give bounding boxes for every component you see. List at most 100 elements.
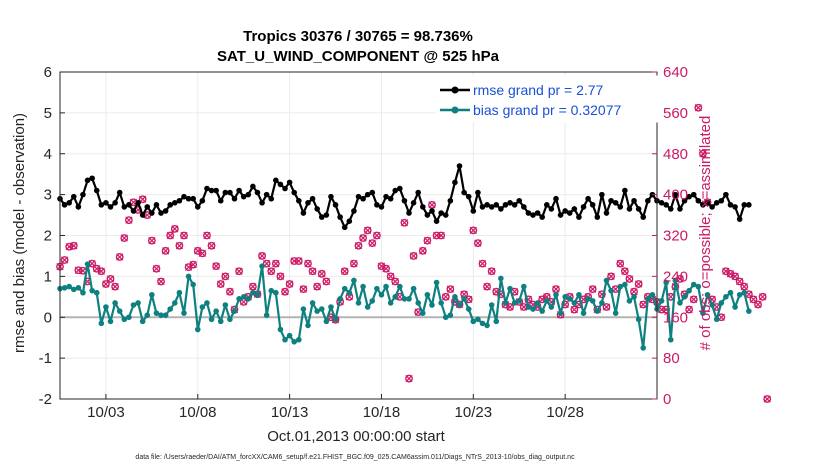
rmse-point bbox=[507, 200, 513, 206]
bias-point bbox=[199, 304, 206, 310]
obs-count-marker bbox=[157, 277, 165, 286]
rmse-point bbox=[511, 202, 518, 208]
rmse-point bbox=[736, 216, 743, 222]
obs-count-marker bbox=[281, 287, 289, 296]
rmse-point bbox=[576, 214, 582, 220]
legend-bias-marker bbox=[451, 106, 459, 114]
y-tick-label: 1 bbox=[44, 268, 52, 285]
legend-box bbox=[435, 75, 659, 123]
bias-point bbox=[185, 273, 192, 280]
obs-count-marker bbox=[758, 292, 767, 301]
rmse-point bbox=[534, 210, 541, 216]
bias-point bbox=[475, 316, 481, 323]
bias-point bbox=[291, 338, 298, 345]
rmse-point bbox=[222, 189, 229, 196]
obs-count-marker bbox=[299, 285, 308, 294]
obs-count-marker bbox=[69, 241, 78, 250]
obs-count-marker bbox=[189, 260, 198, 269]
bias-point bbox=[374, 285, 380, 292]
rmse-point bbox=[741, 202, 748, 208]
obs-count-marker bbox=[625, 275, 634, 283]
bias-point bbox=[479, 320, 486, 327]
bias-point bbox=[66, 283, 72, 290]
bias-point bbox=[121, 316, 128, 323]
obs-count-marker bbox=[294, 257, 303, 265]
rmse-point bbox=[429, 208, 435, 214]
y-axis-ticks: -2 -1 0 1 2 3 4 5 6 bbox=[39, 64, 65, 408]
bias-point bbox=[521, 283, 527, 290]
rmse-point bbox=[360, 195, 366, 202]
bias-point bbox=[332, 316, 339, 323]
rmse-point bbox=[447, 197, 454, 204]
rmse-point bbox=[626, 206, 633, 212]
rmse-point bbox=[438, 210, 444, 216]
rmse-point bbox=[690, 191, 697, 198]
obs-count-marker bbox=[180, 231, 188, 240]
x-tick-label: 10/23 bbox=[455, 404, 493, 421]
bias-point bbox=[139, 318, 146, 325]
bias-point bbox=[727, 289, 734, 296]
rmse-point bbox=[314, 206, 320, 212]
obs-count-marker bbox=[418, 246, 427, 255]
obs-count-marker bbox=[740, 282, 749, 291]
rmse-point bbox=[543, 202, 550, 208]
obs-count-marker bbox=[313, 282, 322, 291]
y-axis-right-ticks: 0 80 160 240 320 400 480 560 640 bbox=[652, 64, 688, 408]
obs-count-marker bbox=[441, 292, 450, 301]
bias-point bbox=[190, 281, 196, 288]
rmse-point bbox=[378, 204, 385, 210]
rmse-point bbox=[493, 202, 500, 208]
rmse-point bbox=[608, 197, 614, 204]
rmse-point bbox=[309, 195, 316, 202]
bias-point bbox=[461, 296, 467, 302]
bias-point bbox=[130, 302, 137, 308]
bias-point bbox=[713, 316, 720, 323]
bias-point bbox=[144, 312, 151, 319]
obs-count-marker bbox=[639, 300, 648, 309]
rmse-point bbox=[162, 208, 169, 214]
bias-point bbox=[667, 336, 674, 343]
bias-point bbox=[103, 304, 109, 310]
rmse-point bbox=[167, 202, 174, 208]
rmse-point bbox=[516, 197, 523, 204]
bias-point bbox=[392, 294, 399, 300]
obs-count-marker bbox=[166, 231, 175, 240]
rmse-point bbox=[355, 193, 362, 200]
obs-count-marker bbox=[689, 295, 698, 304]
x-tick-label: 10/18 bbox=[363, 404, 401, 421]
rmse-point bbox=[622, 187, 628, 194]
rmse-point bbox=[318, 214, 325, 220]
bias-point bbox=[732, 304, 738, 310]
bias-point bbox=[282, 336, 288, 343]
bias-point bbox=[314, 308, 320, 314]
rmse-point bbox=[658, 200, 665, 206]
y-right-tick-label: 320 bbox=[663, 228, 688, 245]
bias-point bbox=[236, 296, 242, 302]
rmse-point bbox=[392, 187, 399, 194]
rmse-point bbox=[406, 210, 412, 216]
rmse-point bbox=[461, 189, 467, 196]
rmse-point bbox=[645, 197, 651, 204]
obs-count-marker bbox=[437, 231, 446, 240]
rmse-point bbox=[599, 191, 605, 198]
rmse-point bbox=[213, 187, 219, 194]
obs-count-marker bbox=[152, 264, 161, 273]
bias-point bbox=[429, 302, 435, 308]
obs-count-marker bbox=[111, 282, 120, 291]
bias-point bbox=[608, 287, 614, 294]
bias-point bbox=[116, 308, 123, 314]
rmse-point bbox=[337, 214, 343, 220]
obs-count-marker bbox=[175, 241, 184, 250]
obs-count-marker bbox=[368, 239, 377, 248]
rmse-point bbox=[498, 206, 504, 212]
bias-point bbox=[585, 296, 591, 302]
bias-point bbox=[346, 289, 353, 296]
rmse-point bbox=[502, 202, 509, 208]
x-axis-ticks: 10/03 10/08 10/13 10/18 10/23 10/28 bbox=[87, 394, 584, 421]
obs-count-marker bbox=[276, 272, 285, 281]
obs-count-marker bbox=[124, 216, 133, 225]
bias-point bbox=[677, 300, 683, 306]
bias-point bbox=[245, 296, 252, 302]
bias-point bbox=[681, 294, 688, 300]
rmse-point bbox=[305, 200, 311, 206]
